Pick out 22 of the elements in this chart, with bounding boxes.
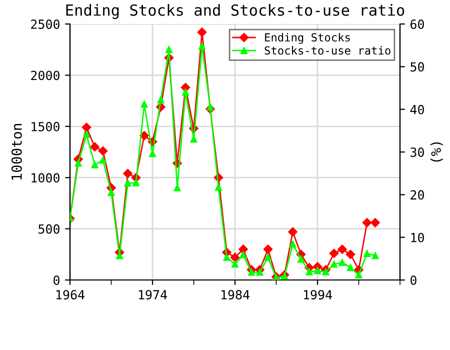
y2-tick-label: 60 xyxy=(410,20,424,29)
x-tick-label: 1974 xyxy=(138,290,167,300)
y-tick-label: 500 xyxy=(38,224,60,234)
y-tick-label: 2000 xyxy=(31,70,60,80)
x-tick-label: 1964 xyxy=(56,290,84,300)
y2-tick-label: 0 xyxy=(410,276,416,285)
legend-label: Stocks-to-use ratio xyxy=(264,46,390,55)
y-tick-label: 1000 xyxy=(32,173,60,183)
y2-tick-label: 30 xyxy=(410,148,424,157)
y-tick-label: 0 xyxy=(54,276,60,285)
x-tick-label: 1994 xyxy=(304,290,332,300)
y-axis-title: 1000ton xyxy=(11,124,22,180)
y2-axis-title: (%) xyxy=(430,142,443,162)
y2-tick-label: 10 xyxy=(411,232,424,242)
y2-tick-label: 40 xyxy=(410,104,424,114)
chart-title: Ending Stocks and Stocks-to-use ratio xyxy=(66,4,404,19)
y2-tick-label: 50 xyxy=(410,62,424,72)
y2-tick-label: 20 xyxy=(410,190,424,200)
y-tick-label: 1500 xyxy=(32,122,60,132)
legend-label: Ending Stocks xyxy=(265,32,350,44)
x-tick-label: 1984 xyxy=(221,290,250,300)
y-tick-label: 2500 xyxy=(31,20,60,29)
